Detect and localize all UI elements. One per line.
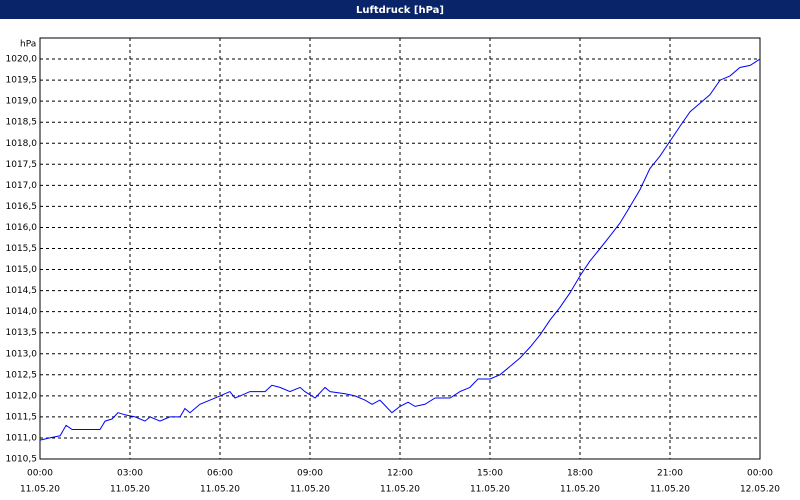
plot-border — [39, 37, 761, 460]
y-tick-label: 1015,5 — [6, 244, 38, 254]
y-tick-label: 1020,0 — [6, 55, 38, 65]
y-tick-label: 1010,5 — [6, 455, 38, 465]
y-tick-label: 1016,0 — [6, 223, 38, 233]
x-tick-date: 11.05.20 — [110, 485, 150, 495]
y-tick-label: 1018,5 — [6, 118, 38, 128]
x-tick-date: 12.05.20 — [740, 485, 780, 495]
y-tick-label: 1012,0 — [6, 391, 38, 401]
y-tick-label: 1015,0 — [6, 265, 38, 275]
x-tick-label: 00:00 — [747, 469, 773, 479]
chart-title: Luftdruck [hPa] — [356, 5, 444, 16]
y-tick-label: 1013,5 — [6, 328, 38, 338]
y-tick-label: 1014,0 — [6, 307, 38, 317]
x-tick-date: 11.05.20 — [470, 485, 510, 495]
y-tick-label: 1017,5 — [6, 160, 38, 170]
y-tick-label: 1018,0 — [6, 139, 38, 149]
y-tick-label: 1014,5 — [6, 286, 38, 296]
x-tick-date: 11.05.20 — [290, 485, 330, 495]
x-tick-date: 11.05.20 — [650, 485, 690, 495]
x-tick-label: 18:00 — [567, 469, 593, 479]
x-tick-date: 11.05.20 — [20, 485, 60, 495]
x-tick-label: 15:00 — [477, 469, 503, 479]
y-tick-label: 1019,5 — [6, 76, 38, 86]
y-unit: hPa — [20, 40, 36, 50]
x-tick-date: 11.05.20 — [380, 485, 420, 495]
x-tick-label: 03:00 — [117, 469, 143, 479]
y-tick-label: 1016,5 — [6, 202, 38, 212]
y-tick-label: 1019,0 — [6, 97, 38, 107]
title-bar — [0, 0, 800, 19]
x-tick-date: 11.05.20 — [560, 485, 600, 495]
y-tick-label: 1011,5 — [6, 412, 38, 422]
y-tick-label: 1012,5 — [6, 370, 38, 380]
x-tick-label: 21:00 — [657, 469, 683, 479]
y-tick-label: 1011,0 — [6, 433, 38, 443]
x-tick-label: 09:00 — [297, 469, 323, 479]
y-tick-label: 1017,0 — [6, 181, 38, 191]
data-line — [39, 58, 761, 441]
x-tick-label: 00:00 — [27, 469, 53, 479]
y-tick-label: 1013,0 — [6, 349, 38, 359]
x-tick-date: 11.05.20 — [200, 485, 240, 495]
x-tick-label: 12:00 — [387, 469, 413, 479]
x-tick-label: 06:00 — [207, 469, 233, 479]
